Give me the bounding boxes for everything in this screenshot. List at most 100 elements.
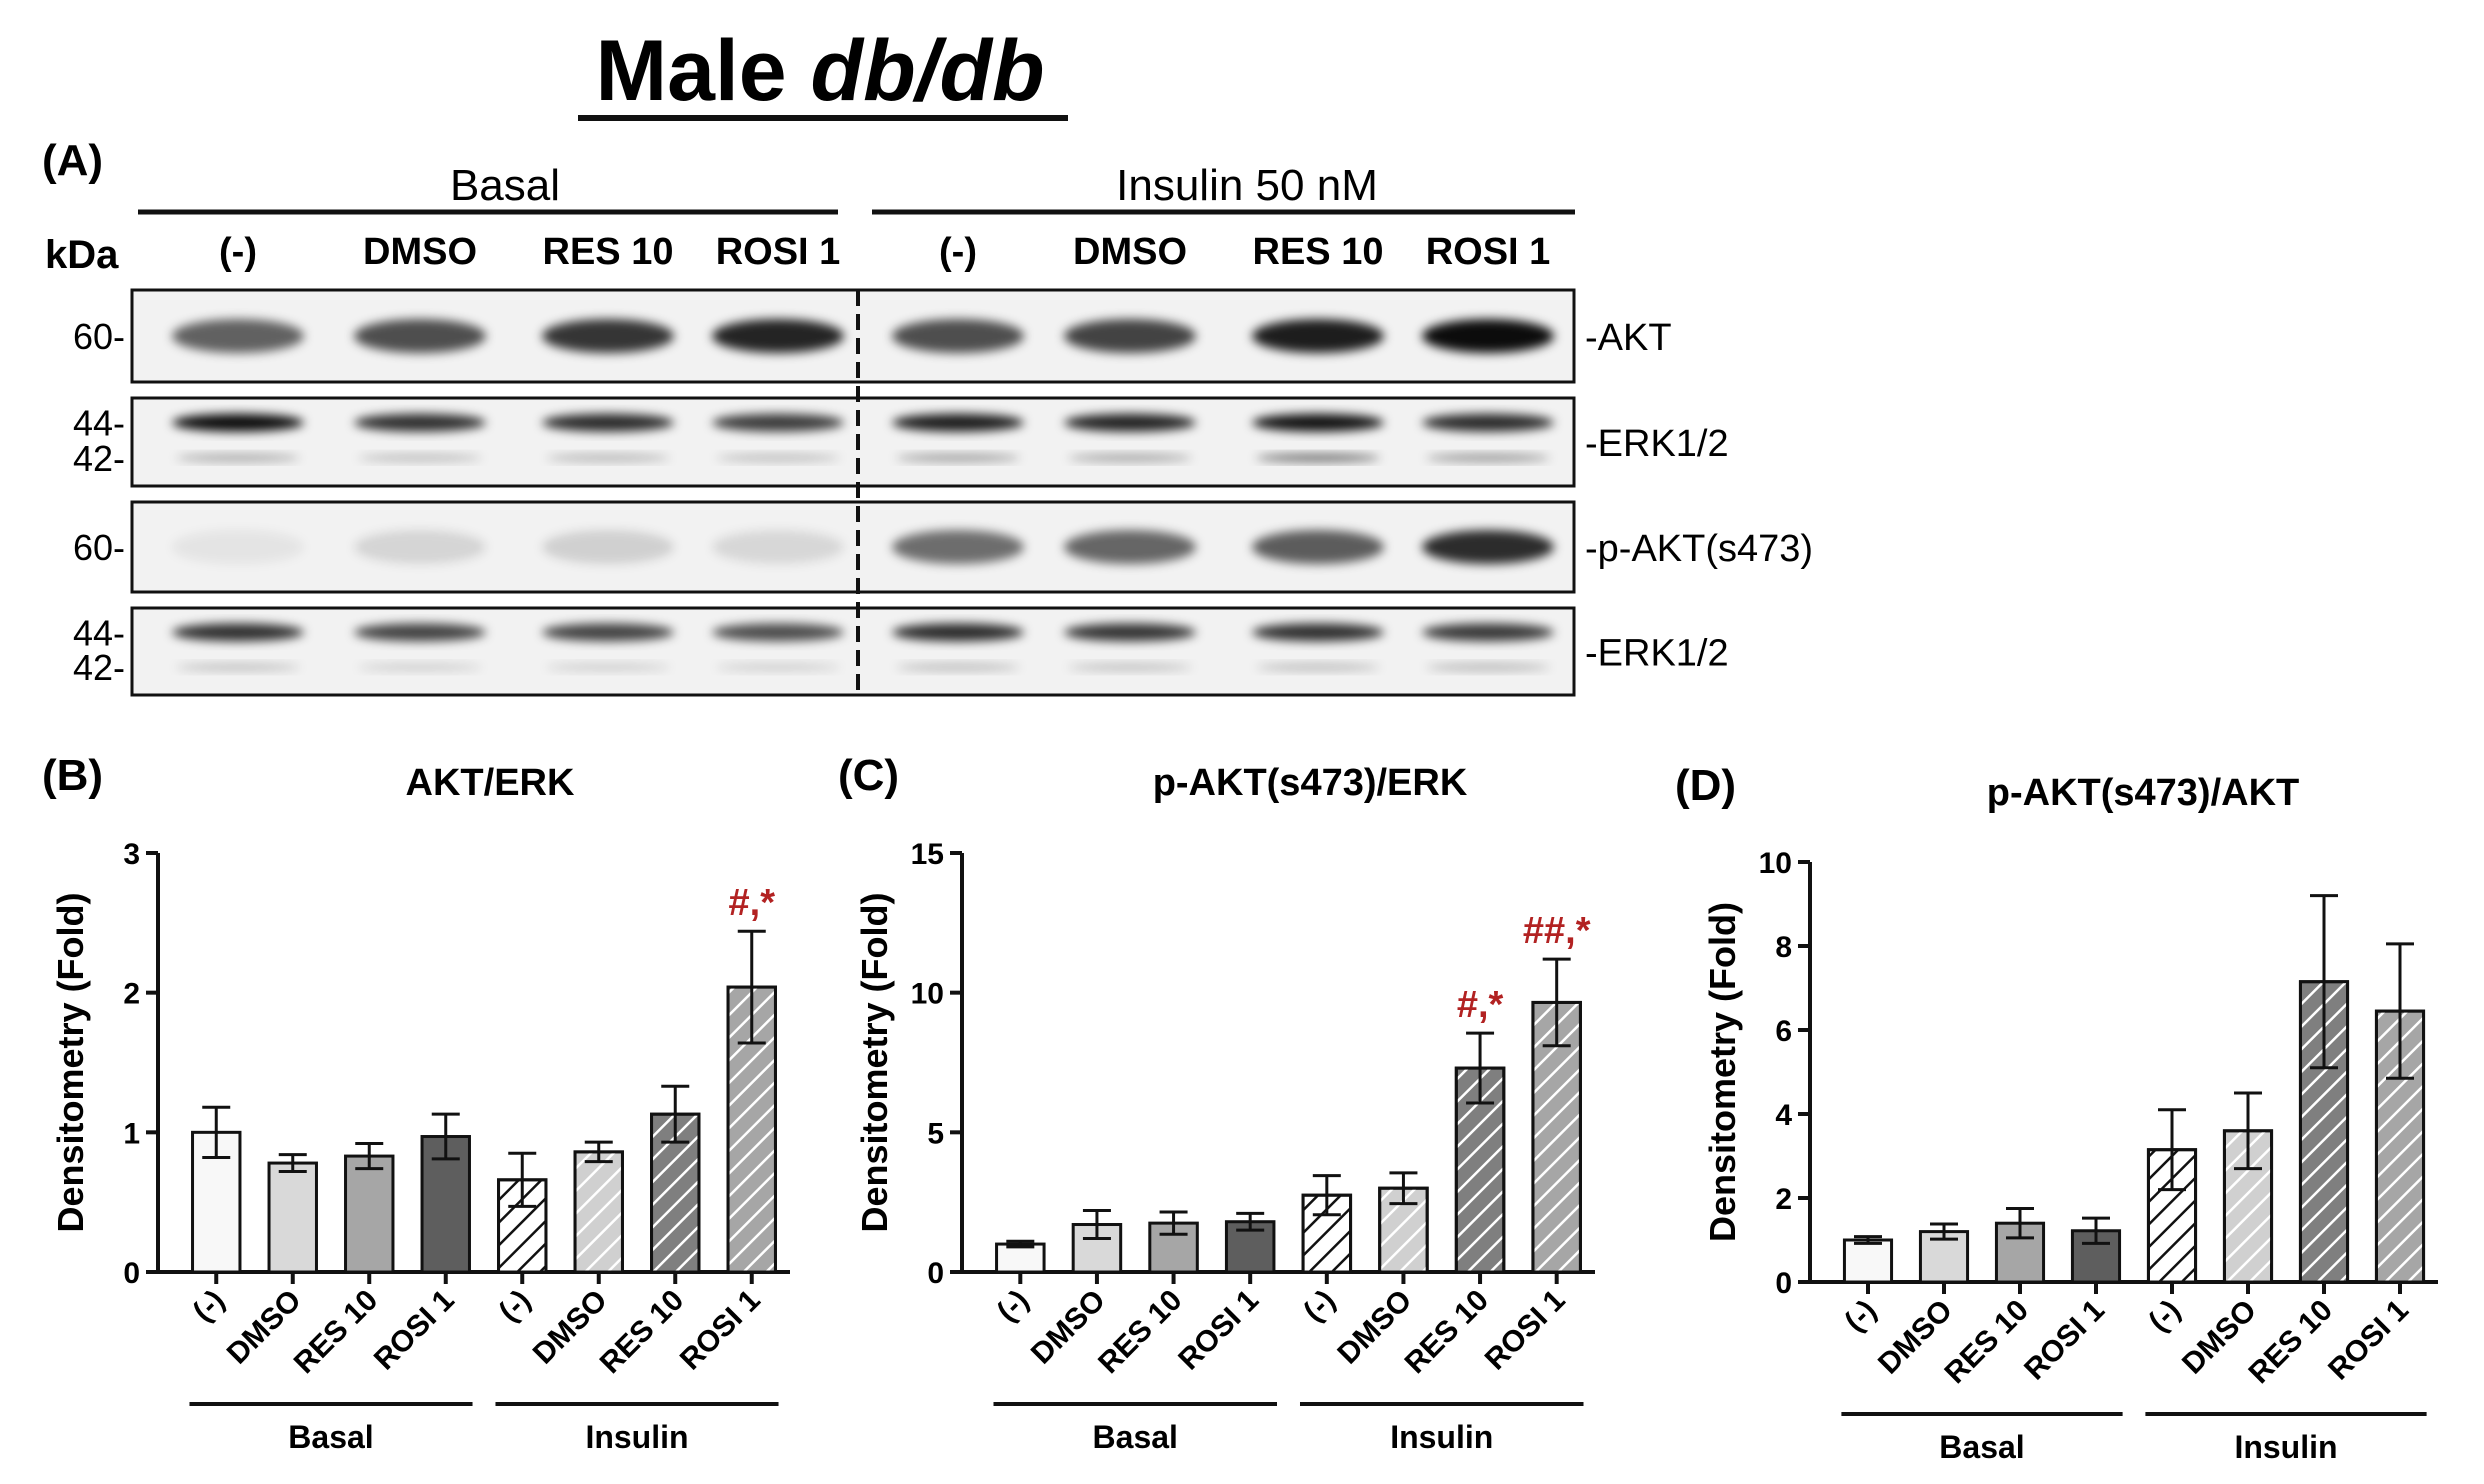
y-tick-label: 2 xyxy=(1775,1183,1792,1216)
blot-band xyxy=(354,623,486,642)
blot-band-minor xyxy=(1426,453,1550,462)
blot-band-minor xyxy=(176,453,300,462)
y-axis-label: Densitometry (Fold) xyxy=(50,892,91,1232)
blot-band xyxy=(892,319,1024,353)
blot-band-minor xyxy=(1068,663,1192,672)
blot-band xyxy=(1064,319,1196,353)
blot-band xyxy=(712,319,844,353)
bar xyxy=(1842,1238,1894,1284)
blot-band-minor xyxy=(1256,663,1380,672)
x-tick-label: (-) xyxy=(1297,1284,1342,1329)
blot-band xyxy=(1422,530,1554,564)
kda-label: kDa xyxy=(45,233,119,277)
blot-band xyxy=(712,413,844,432)
group-label-basal: Basal xyxy=(450,161,560,210)
blot-row-label: -AKT xyxy=(1585,317,1672,359)
group-label: Basal xyxy=(288,1419,373,1455)
blot-band-minor xyxy=(358,453,482,462)
blot-band xyxy=(172,530,304,564)
y-axis-label: Densitometry (Fold) xyxy=(1702,902,1743,1242)
x-tick-label: ROSI 1 xyxy=(368,1284,461,1377)
x-tick-label: ROSI 1 xyxy=(1479,1284,1572,1377)
significance-label: #,* xyxy=(1457,984,1504,1026)
bar-chart: (C) p-AKT(s473)/ERK 0 5 10 15 Densitometry (Fo… xyxy=(838,751,1595,1455)
blot-band xyxy=(1252,319,1384,353)
y-tick-label: 10 xyxy=(1759,847,1792,880)
y-tick-label: 0 xyxy=(123,1257,140,1290)
x-tick-label: RES 10 xyxy=(594,1284,690,1380)
blot-row-label: -ERK1/2 xyxy=(1585,633,1729,675)
blot-band xyxy=(542,623,674,642)
lane-label: ROSI 1 xyxy=(1426,231,1551,273)
chart-title: p-AKT(s473)/AKT xyxy=(1987,772,2299,814)
x-tick-label: RES 10 xyxy=(1092,1284,1188,1380)
blot-band xyxy=(1064,530,1196,564)
lane-label: DMSO xyxy=(363,231,477,273)
blot-band xyxy=(892,530,1024,564)
x-tick-label: RES 10 xyxy=(1399,1284,1495,1380)
y-tick-label: 2 xyxy=(123,978,140,1011)
panel-label: (C) xyxy=(838,751,899,800)
kda-marker: 60- xyxy=(73,527,125,568)
blot-band xyxy=(172,623,304,642)
group-label: Insulin xyxy=(1390,1419,1493,1455)
y-tick-label: 3 xyxy=(123,838,140,871)
blot-row: 60- -p-AKT(s473) xyxy=(73,500,1813,594)
x-tick-label: (-) xyxy=(493,1284,538,1329)
blot-row: 44-42- -ERK1/2 xyxy=(73,606,1729,697)
kda-marker: 44- xyxy=(73,612,125,653)
blot-band xyxy=(892,623,1024,642)
lane-label: RES 10 xyxy=(1253,231,1384,273)
x-tick-label: (-) xyxy=(2142,1294,2187,1339)
blot-band xyxy=(712,623,844,642)
bar xyxy=(344,1154,395,1274)
blot-band xyxy=(172,319,304,353)
blot-row-label: -ERK1/2 xyxy=(1585,423,1729,465)
significance-label: ##,* xyxy=(1523,910,1591,952)
group-label: Insulin xyxy=(2234,1429,2337,1465)
western-blot-panel: (A) Basal Insulin 50 nM kDa (-) DMSO RES 1… xyxy=(42,136,1813,697)
blot-band xyxy=(542,530,674,564)
bar-chart: (D) p-AKT(s473)/AKT 0 2 4 6 8 10 Densitometry (F… xyxy=(1675,761,2438,1465)
y-tick-label: 1 xyxy=(123,1117,140,1150)
lane-label: ROSI 1 xyxy=(716,231,841,273)
bar-hatch xyxy=(573,1150,624,1274)
blot-band-minor xyxy=(1068,453,1192,462)
blot-band xyxy=(354,319,486,353)
panel-label: (D) xyxy=(1675,761,1736,810)
y-tick-label: 0 xyxy=(927,1257,944,1290)
chart-title: AKT/ERK xyxy=(406,762,575,804)
y-tick-label: 8 xyxy=(1775,931,1792,964)
y-tick-label: 10 xyxy=(911,978,944,1011)
lane-label: DMSO xyxy=(1073,231,1187,273)
bar xyxy=(267,1161,318,1274)
panel-label-a: (A) xyxy=(42,136,103,185)
blot-band xyxy=(1252,413,1384,432)
y-tick-label: 5 xyxy=(927,1117,944,1150)
x-tick-label: ROSI 1 xyxy=(2322,1294,2415,1387)
kda-marker: 44- xyxy=(73,403,125,444)
blot-band-minor xyxy=(716,663,840,672)
blot-band xyxy=(542,413,674,432)
blot-band xyxy=(542,319,674,353)
blot-band-minor xyxy=(358,663,482,672)
group-label: Basal xyxy=(1939,1429,2024,1465)
x-tick-label: ROSI 1 xyxy=(2018,1294,2111,1387)
lane-label: (-) xyxy=(939,231,977,273)
figure-title: Male db/db xyxy=(595,23,1044,119)
blot-row: 60- -AKT xyxy=(73,288,1672,384)
x-tick-label: (-) xyxy=(1838,1294,1883,1339)
blot-band xyxy=(1422,319,1554,353)
blot-band-minor xyxy=(1256,453,1380,462)
blot-band xyxy=(712,530,844,564)
blot-band-minor xyxy=(546,663,670,672)
blot-band xyxy=(354,413,486,432)
blot-membrane xyxy=(130,606,1576,697)
y-tick-label: 4 xyxy=(1775,1099,1792,1132)
blot-row-label: -p-AKT(s473) xyxy=(1585,528,1813,570)
blot-band xyxy=(172,413,304,432)
significance-label: #,* xyxy=(729,882,776,924)
y-tick-label: 0 xyxy=(1775,1267,1792,1300)
